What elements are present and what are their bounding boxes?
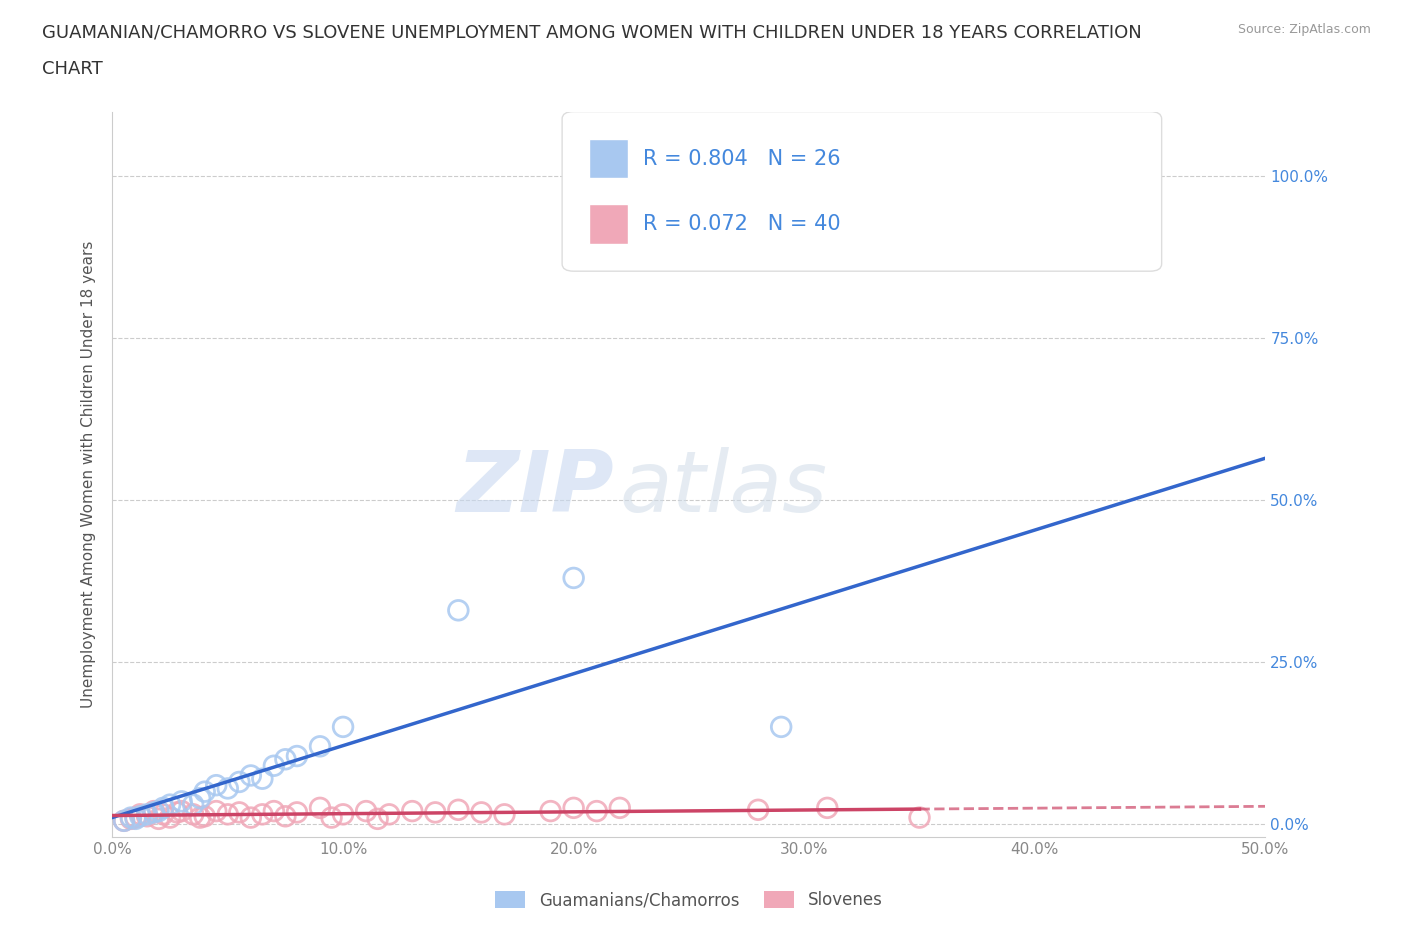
Text: GUAMANIAN/CHAMORRO VS SLOVENE UNEMPLOYMENT AMONG WOMEN WITH CHILDREN UNDER 18 YE: GUAMANIAN/CHAMORRO VS SLOVENE UNEMPLOYME… [42, 23, 1142, 41]
Point [252, 771, 274, 786]
FancyBboxPatch shape [562, 112, 1161, 272]
Point [263, 804, 285, 818]
Text: Source: ZipAtlas.com: Source: ZipAtlas.com [1237, 23, 1371, 36]
Point [285, 749, 308, 764]
Point [188, 810, 211, 825]
Point [136, 809, 159, 824]
Point [143, 804, 166, 818]
Point [181, 807, 204, 822]
Point [194, 809, 217, 824]
Point [609, 801, 631, 816]
Point [332, 720, 354, 735]
Point [205, 804, 228, 818]
Point [274, 751, 297, 766]
Point [425, 805, 447, 820]
Point [148, 811, 170, 827]
Point [815, 801, 838, 816]
Point [747, 803, 769, 817]
Point [112, 814, 135, 829]
Point [401, 804, 423, 818]
Point [124, 811, 146, 827]
Point [217, 781, 239, 796]
Point [159, 810, 181, 825]
Point [129, 807, 152, 822]
Point [562, 570, 585, 585]
Point [263, 758, 285, 773]
Point [309, 738, 332, 753]
Point [908, 810, 931, 825]
Point [181, 797, 204, 812]
Point [143, 805, 166, 820]
Point [285, 805, 308, 820]
Point [124, 810, 146, 825]
Point [540, 804, 562, 818]
Point [252, 807, 274, 822]
Point [378, 807, 401, 822]
Point [170, 804, 193, 818]
Point [470, 805, 492, 820]
Point [194, 784, 217, 799]
Point [120, 810, 142, 825]
Point [112, 814, 135, 829]
Point [770, 720, 793, 735]
Text: R = 0.804   N = 26: R = 0.804 N = 26 [643, 149, 841, 168]
Point [309, 801, 332, 816]
Point [239, 768, 262, 783]
Text: R = 0.072   N = 40: R = 0.072 N = 40 [643, 214, 841, 234]
Point [447, 803, 470, 817]
Point [239, 810, 262, 825]
Point [152, 807, 174, 822]
FancyBboxPatch shape [589, 140, 628, 179]
Point [494, 807, 516, 822]
Point [129, 809, 152, 824]
Point [321, 810, 343, 825]
Point [205, 777, 228, 792]
Point [166, 805, 188, 820]
Point [120, 811, 142, 827]
Text: atlas: atlas [620, 447, 828, 530]
Point [332, 807, 354, 822]
Point [159, 797, 181, 812]
Point [585, 804, 607, 818]
Point [136, 807, 159, 822]
Point [228, 775, 250, 790]
Point [447, 603, 470, 618]
Point [152, 801, 174, 816]
Point [274, 809, 297, 824]
Point [228, 805, 250, 820]
Point [562, 801, 585, 816]
Y-axis label: Unemployment Among Women with Children Under 18 years: Unemployment Among Women with Children U… [80, 241, 96, 708]
Legend: Guamanians/Chamorros, Slovenes: Guamanians/Chamorros, Slovenes [489, 884, 889, 916]
Point [354, 804, 377, 818]
FancyBboxPatch shape [589, 205, 628, 244]
Point [170, 794, 193, 809]
Text: CHART: CHART [42, 60, 103, 78]
Text: ZIP: ZIP [457, 447, 614, 530]
Point [217, 807, 239, 822]
Point [188, 790, 211, 805]
Point [367, 811, 389, 827]
Point [148, 804, 170, 818]
